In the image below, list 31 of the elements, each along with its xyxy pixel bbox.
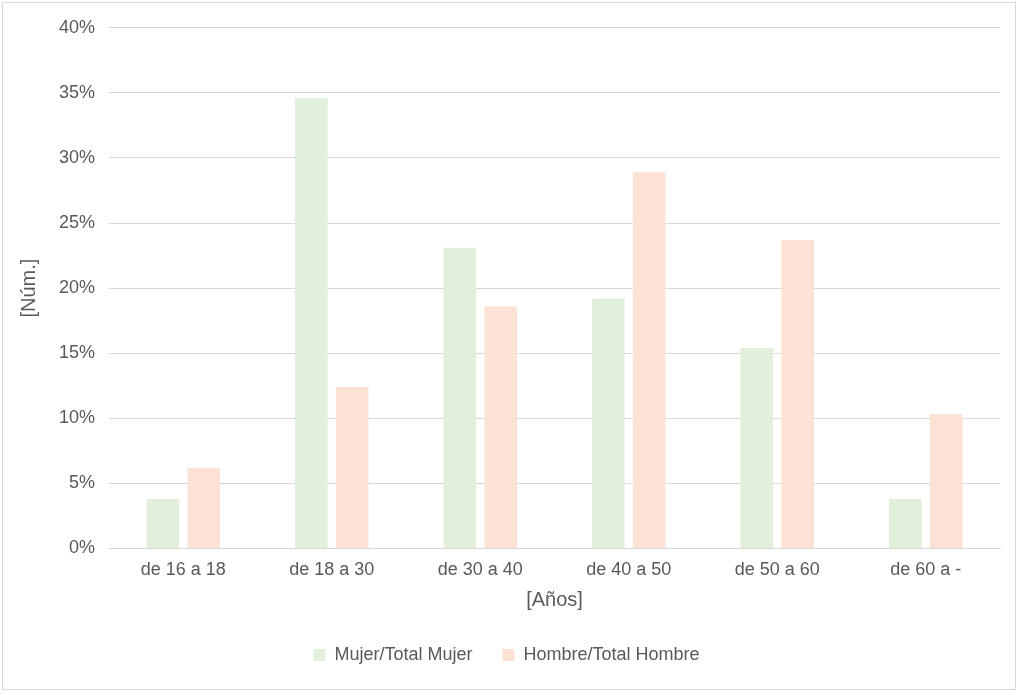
- bar: [146, 498, 180, 548]
- x-tick-label: de 18 a 30: [289, 559, 375, 580]
- bar: [929, 414, 963, 548]
- bar: [592, 298, 625, 548]
- x-tick-label: de 16 a 18: [140, 559, 226, 580]
- x-tick-label: de 50 a 60: [734, 559, 820, 580]
- y-tick-label: 25%: [59, 211, 96, 232]
- y-axis-title: [Núm.]: [16, 258, 39, 318]
- y-tick-label: 20%: [59, 277, 96, 298]
- bar: [335, 387, 369, 548]
- bar: [740, 347, 774, 548]
- x-tick-label: de 30 a 40: [437, 559, 523, 580]
- bar: [187, 467, 221, 548]
- bar: [484, 306, 518, 548]
- x-tick-label: de 40 a 50: [586, 559, 672, 580]
- y-tick-label: 40%: [59, 16, 96, 37]
- legend-label: Hombre/Total Hombre: [523, 643, 700, 664]
- x-axis-title: [Años]: [526, 587, 583, 610]
- bar: [295, 98, 328, 548]
- y-tick-label: 35%: [59, 81, 96, 102]
- bar: [781, 239, 815, 548]
- y-tick-label: 5%: [69, 472, 96, 493]
- y-tick-label: 30%: [59, 146, 96, 167]
- bar: [889, 498, 922, 548]
- bar: [443, 247, 477, 548]
- x-tick-label: de 60 a -: [890, 559, 962, 580]
- bar: [632, 172, 666, 548]
- y-tick-label: 10%: [59, 407, 96, 428]
- y-tick-label: 0%: [69, 537, 96, 558]
- legend-label: Mujer/Total Mujer: [334, 643, 473, 664]
- y-tick-label: 15%: [59, 342, 96, 363]
